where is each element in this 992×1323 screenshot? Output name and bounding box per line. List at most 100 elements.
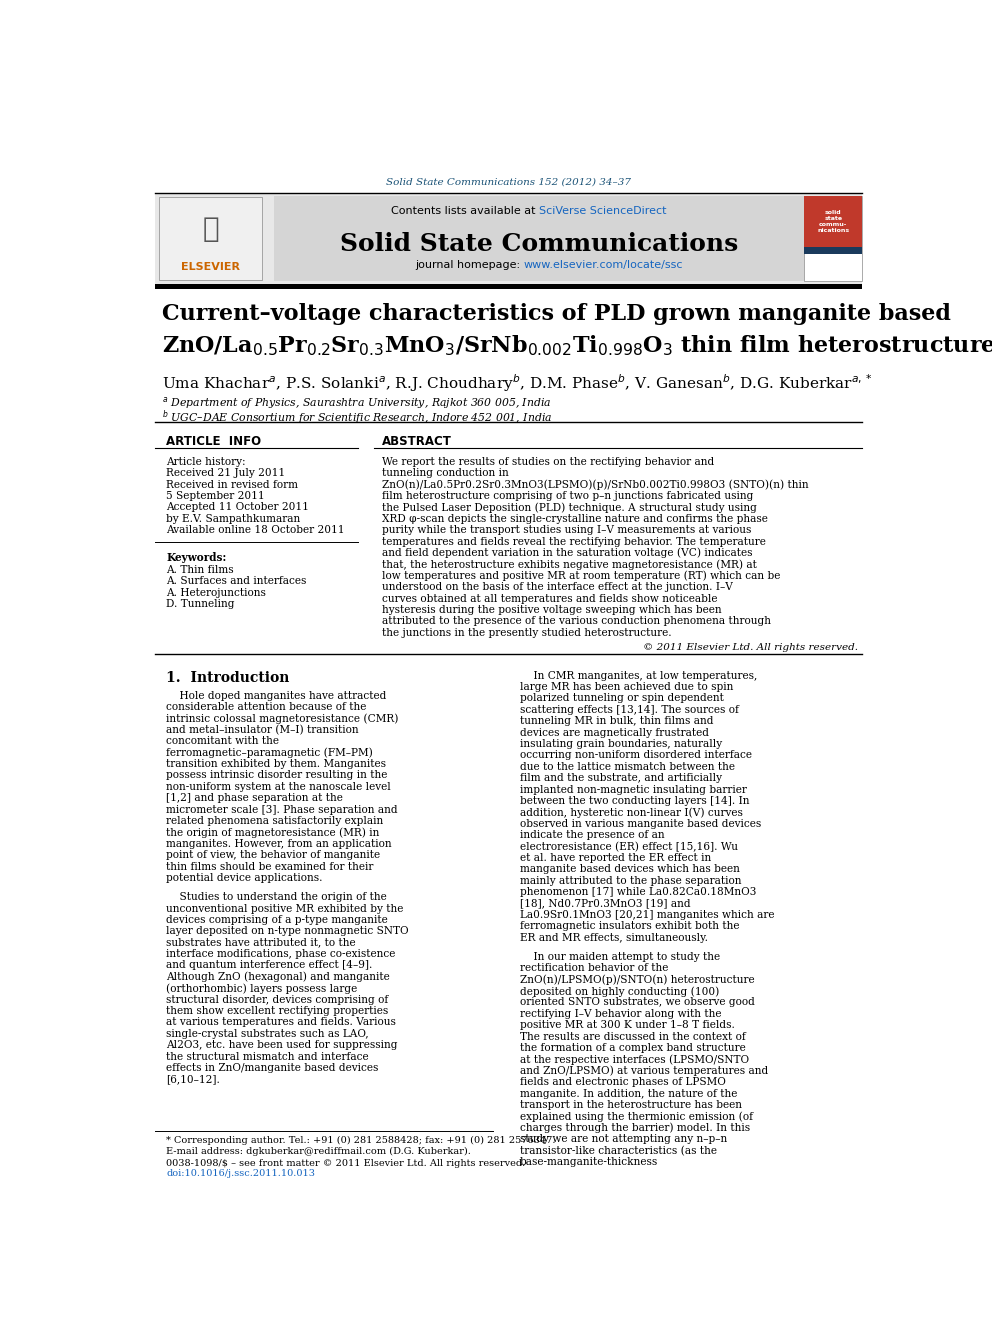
- Text: [18], Nd0.7Pr0.3MnO3 [19] and: [18], Nd0.7Pr0.3MnO3 [19] and: [520, 898, 690, 909]
- Text: intrinsic colossal magnetoresistance (CMR): intrinsic colossal magnetoresistance (CM…: [167, 713, 399, 724]
- Text: 🌳: 🌳: [202, 214, 219, 242]
- Text: at various temperatures and fields. Various: at various temperatures and fields. Vari…: [167, 1017, 396, 1028]
- Text: rectification behavior of the: rectification behavior of the: [520, 963, 669, 974]
- Text: D. Tunneling: D. Tunneling: [167, 599, 235, 609]
- Text: transistor-like characteristics (as the: transistor-like characteristics (as the: [520, 1146, 717, 1156]
- Text: XRD φ-scan depicts the single-crystalline nature and confirms the phase: XRD φ-scan depicts the single-crystallin…: [382, 513, 768, 524]
- Text: addition, hysteretic non-linear I(V) curves: addition, hysteretic non-linear I(V) cur…: [520, 807, 743, 818]
- Text: at the respective interfaces (LPSMO/SNTO: at the respective interfaces (LPSMO/SNTO: [520, 1054, 749, 1065]
- Text: © 2011 Elsevier Ltd. All rights reserved.: © 2011 Elsevier Ltd. All rights reserved…: [643, 643, 858, 652]
- Text: Studies to understand the origin of the: Studies to understand the origin of the: [167, 892, 387, 902]
- Text: charges through the barrier) model. In this: charges through the barrier) model. In t…: [520, 1123, 750, 1134]
- Text: and metal–insulator (M–I) transition: and metal–insulator (M–I) transition: [167, 725, 359, 736]
- Text: hysteresis during the positive voltage sweeping which has been: hysteresis during the positive voltage s…: [382, 605, 721, 615]
- Text: * Corresponding author. Tel.: +91 (0) 281 2588428; fax: +91 (0) 281 2576347.: * Corresponding author. Tel.: +91 (0) 28…: [167, 1136, 556, 1144]
- Text: manganite based devices which has been: manganite based devices which has been: [520, 864, 740, 875]
- Text: E-mail address: dgkuberkar@rediffmail.com (D.G. Kuberkar).: E-mail address: dgkuberkar@rediffmail.co…: [167, 1147, 471, 1156]
- Text: A. Thin films: A. Thin films: [167, 565, 234, 576]
- Text: [1,2] and phase separation at the: [1,2] and phase separation at the: [167, 794, 343, 803]
- Text: Received in revised form: Received in revised form: [167, 479, 299, 490]
- Text: the Pulsed Laser Deposition (PLD) technique. A structural study using: the Pulsed Laser Deposition (PLD) techni…: [382, 503, 757, 513]
- Text: the structural mismatch and interface: the structural mismatch and interface: [167, 1052, 369, 1061]
- Text: Received 21 July 2011: Received 21 July 2011: [167, 468, 286, 478]
- Text: Available online 18 October 2011: Available online 18 October 2011: [167, 525, 345, 534]
- Text: insulating grain boundaries, naturally: insulating grain boundaries, naturally: [520, 740, 722, 749]
- Text: micrometer scale [3]. Phase separation and: micrometer scale [3]. Phase separation a…: [167, 804, 398, 815]
- Text: interface modifications, phase co-existence: interface modifications, phase co-existe…: [167, 949, 396, 959]
- Text: rectifying I–V behavior along with the: rectifying I–V behavior along with the: [520, 1009, 721, 1019]
- Text: ZnO(n)/La0.5Pr0.2Sr0.3MnO3(LPSMO)(p)/SrNb0.002Ti0.998O3 (SNTO)(n) thin: ZnO(n)/La0.5Pr0.2Sr0.3MnO3(LPSMO)(p)/SrN…: [382, 479, 808, 490]
- Text: related phenomena satisfactorily explain: related phenomena satisfactorily explain: [167, 816, 384, 826]
- Text: structural disorder, devices comprising of: structural disorder, devices comprising …: [167, 995, 389, 1004]
- Text: ZnO/La$_{0.5}$Pr$_{0.2}$Sr$_{0.3}$MnO$_{3}$/SrNb$_{0.002}$Ti$_{0.998}$O$_{3}$ th: ZnO/La$_{0.5}$Pr$_{0.2}$Sr$_{0.3}$MnO$_{…: [163, 333, 992, 359]
- Text: explained using the thermionic emission (of: explained using the thermionic emission …: [520, 1111, 753, 1122]
- Text: study we are not attempting any n–p–n: study we are not attempting any n–p–n: [520, 1134, 727, 1144]
- Text: film heterostructure comprising of two p–n junctions fabricated using: film heterostructure comprising of two p…: [382, 491, 753, 501]
- Text: www.elsevier.com/locate/ssc: www.elsevier.com/locate/ssc: [524, 259, 683, 270]
- Text: transport in the heterostructure has been: transport in the heterostructure has bee…: [520, 1099, 742, 1110]
- Text: Keywords:: Keywords:: [167, 552, 226, 562]
- Text: ZnO(n)/LPSMO(p)/SNTO(n) heterostructure: ZnO(n)/LPSMO(p)/SNTO(n) heterostructure: [520, 975, 755, 986]
- Text: oriented SNTO substrates, we observe good: oriented SNTO substrates, we observe goo…: [520, 998, 755, 1007]
- Text: considerable attention because of the: considerable attention because of the: [167, 703, 367, 712]
- Text: Accepted 11 October 2011: Accepted 11 October 2011: [167, 503, 310, 512]
- Text: 0038-1098/$ – see front matter © 2011 Elsevier Ltd. All rights reserved.: 0038-1098/$ – see front matter © 2011 El…: [167, 1159, 526, 1168]
- Text: temperatures and fields reveal the rectifying behavior. The temperature: temperatures and fields reveal the recti…: [382, 537, 766, 546]
- Text: Article history:: Article history:: [167, 456, 246, 467]
- Text: base-manganite-thickness: base-manganite-thickness: [520, 1158, 658, 1167]
- Text: film and the substrate, and artificially: film and the substrate, and artificially: [520, 773, 722, 783]
- Text: scattering effects [13,14]. The sources of: scattering effects [13,14]. The sources …: [520, 705, 739, 714]
- Bar: [159, 197, 262, 279]
- Text: substrates have attributed it, to the: substrates have attributed it, to the: [167, 938, 356, 947]
- Text: (orthorhombic) layers possess large: (orthorhombic) layers possess large: [167, 983, 357, 994]
- Text: attributed to the presence of the various conduction phenomena through: attributed to the presence of the variou…: [382, 617, 771, 626]
- Text: single-crystal substrates such as LAO,: single-crystal substrates such as LAO,: [167, 1029, 369, 1039]
- Text: doi:10.1016/j.ssc.2011.10.013: doi:10.1016/j.ssc.2011.10.013: [167, 1170, 315, 1177]
- Text: tunneling MR in bulk, thin films and: tunneling MR in bulk, thin films and: [520, 716, 713, 726]
- Text: ELSEVIER: ELSEVIER: [181, 262, 240, 273]
- Text: the formation of a complex band structure: the formation of a complex band structur…: [520, 1043, 746, 1053]
- Text: 5 September 2011: 5 September 2011: [167, 491, 265, 501]
- Text: ER and MR effects, simultaneously.: ER and MR effects, simultaneously.: [520, 933, 708, 943]
- Text: between the two conducting layers [14]. In: between the two conducting layers [14]. …: [520, 796, 749, 806]
- Text: ferromagnetic–paramagnetic (FM–PM): ferromagnetic–paramagnetic (FM–PM): [167, 747, 373, 758]
- Text: In CMR manganites, at low temperatures,: In CMR manganites, at low temperatures,: [520, 671, 757, 680]
- Text: 1.  Introduction: 1. Introduction: [167, 671, 290, 685]
- Text: and field dependent variation in the saturation voltage (VC) indicates: and field dependent variation in the sat…: [382, 548, 752, 558]
- Text: La0.9Sr0.1MnO3 [20,21] manganites which are: La0.9Sr0.1MnO3 [20,21] manganites which …: [520, 910, 775, 919]
- Text: layer deposited on n-type nonmagnetic SNTO: layer deposited on n-type nonmagnetic SN…: [167, 926, 409, 937]
- Text: phenomenon [17] while La0.82Ca0.18MnO3: phenomenon [17] while La0.82Ca0.18MnO3: [520, 888, 756, 897]
- Text: ferromagnetic insulators exhibit both the: ferromagnetic insulators exhibit both th…: [520, 921, 739, 931]
- Text: [6,10–12].: [6,10–12].: [167, 1074, 220, 1085]
- Bar: [155, 284, 862, 288]
- Text: by E.V. Sampathkumaran: by E.V. Sampathkumaran: [167, 513, 301, 524]
- Text: low temperatures and positive MR at room temperature (RT) which can be: low temperatures and positive MR at room…: [382, 570, 780, 581]
- Text: ARTICLE  INFO: ARTICLE INFO: [167, 435, 262, 448]
- Text: the origin of magnetoresistance (MR) in: the origin of magnetoresistance (MR) in: [167, 827, 380, 837]
- Text: understood on the basis of the interface effect at the junction. I–V: understood on the basis of the interface…: [382, 582, 732, 593]
- Text: polarized tunneling or spin dependent: polarized tunneling or spin dependent: [520, 693, 724, 704]
- Bar: [155, 193, 862, 283]
- Text: et al. have reported the ER effect in: et al. have reported the ER effect in: [520, 853, 711, 863]
- Text: the junctions in the presently studied heterostructure.: the junctions in the presently studied h…: [382, 627, 672, 638]
- Text: journal homepage:: journal homepage:: [415, 259, 524, 270]
- Text: manganites. However, from an application: manganites. However, from an application: [167, 839, 392, 849]
- Text: $^a$ Department of Physics, Saurashtra University, Rajkot 360 005, India: $^a$ Department of Physics, Saurashtra U…: [163, 396, 552, 411]
- Text: Hole doped manganites have attracted: Hole doped manganites have attracted: [167, 691, 387, 701]
- Text: large MR has been achieved due to spin: large MR has been achieved due to spin: [520, 683, 733, 692]
- Text: concomitant with the: concomitant with the: [167, 737, 280, 746]
- Text: ABSTRACT: ABSTRACT: [382, 435, 451, 448]
- Text: A. Surfaces and interfaces: A. Surfaces and interfaces: [167, 577, 307, 586]
- Text: fields and electronic phases of LPSMO: fields and electronic phases of LPSMO: [520, 1077, 726, 1088]
- Text: and ZnO/LPSMO) at various temperatures and: and ZnO/LPSMO) at various temperatures a…: [520, 1066, 768, 1077]
- Text: thin films should be examined for their: thin films should be examined for their: [167, 861, 374, 872]
- Text: deposited on highly conducting (100): deposited on highly conducting (100): [520, 986, 719, 996]
- Text: and quantum interference effect [4–9].: and quantum interference effect [4–9].: [167, 960, 373, 971]
- Text: purity while the transport studies using I–V measurements at various: purity while the transport studies using…: [382, 525, 751, 534]
- Text: manganite. In addition, the nature of the: manganite. In addition, the nature of th…: [520, 1089, 737, 1098]
- Text: observed in various manganite based devices: observed in various manganite based devi…: [520, 819, 761, 828]
- Text: implanted non-magnetic insulating barrier: implanted non-magnetic insulating barrie…: [520, 785, 747, 795]
- Text: solid
state
commu-
nications: solid state commu- nications: [817, 210, 849, 233]
- Text: Although ZnO (hexagonal) and manganite: Although ZnO (hexagonal) and manganite: [167, 972, 390, 983]
- Text: curves obtained at all temperatures and fields show noticeable: curves obtained at all temperatures and …: [382, 594, 717, 603]
